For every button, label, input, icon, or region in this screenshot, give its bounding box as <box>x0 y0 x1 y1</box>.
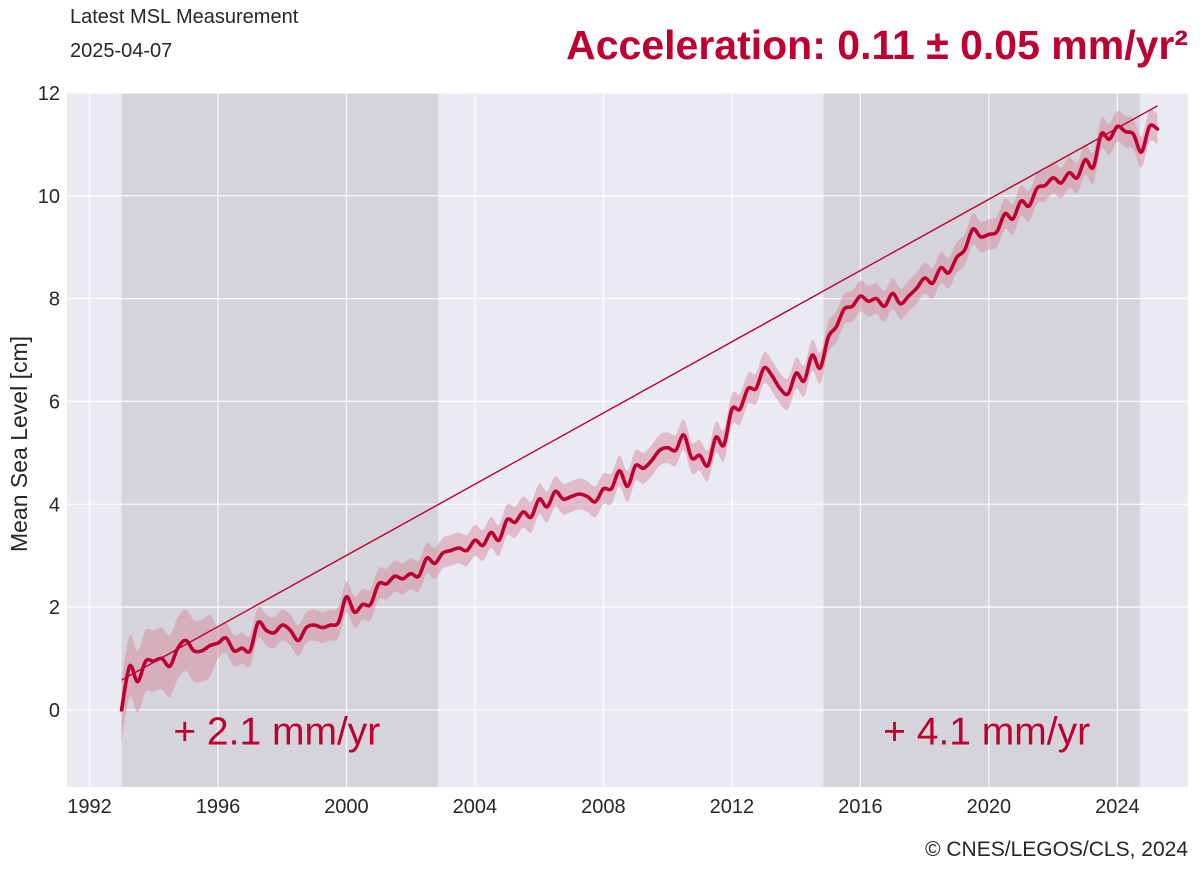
msl-line <box>119 123 1160 712</box>
x-tick-label: 1996 <box>196 796 241 818</box>
y-tick-label: 6 <box>49 391 60 413</box>
series-lines <box>119 105 1160 712</box>
y-tick-label: 8 <box>49 289 60 311</box>
x-tick-label: 2016 <box>838 796 883 818</box>
trend-line <box>121 105 1158 681</box>
x-tick-labels: 1992 1996 2000 2004 2008 2012 2016 2020 2024 <box>67 796 1139 818</box>
y-tick-label: 4 <box>49 494 60 516</box>
x-tick-label: 1992 <box>67 796 112 818</box>
rate-annotation-2: + 4.1 mm/yr <box>883 710 1090 753</box>
x-tick-label: 2004 <box>453 796 498 818</box>
shaded-period-2 <box>823 93 1140 787</box>
y-tick-labels: 0 2 4 6 8 10 12 <box>38 83 60 722</box>
grid-lines <box>67 92 1188 787</box>
x-tick-label: 2008 <box>581 796 626 818</box>
y-axis-label: Mean Sea Level [cm] <box>6 336 32 552</box>
y-tick-label: 10 <box>38 186 60 208</box>
x-tick-label: 2000 <box>324 796 369 818</box>
y-tick-label: 0 <box>49 700 60 722</box>
subtitle-latest-measurement: Latest MSL Measurement <box>70 6 299 28</box>
acceleration-title: Acceleration: 0.11 ± 0.05 mm/yr² <box>566 22 1188 68</box>
x-tick-label: 2024 <box>1095 796 1140 818</box>
rate-annotation-1: + 2.1 mm/yr <box>173 710 380 753</box>
x-tick-label: 2020 <box>967 796 1012 818</box>
annotations: + 2.1 mm/yr + 4.1 mm/yr <box>173 710 1090 753</box>
y-tick-label: 2 <box>49 597 60 619</box>
y-tick-label: 12 <box>38 83 60 105</box>
x-tick-label: 2012 <box>710 796 755 818</box>
copyright-notice: © CNES/LEGOS/CLS, 2024 <box>925 838 1188 861</box>
subtitle-date: 2025-04-07 <box>70 40 173 62</box>
